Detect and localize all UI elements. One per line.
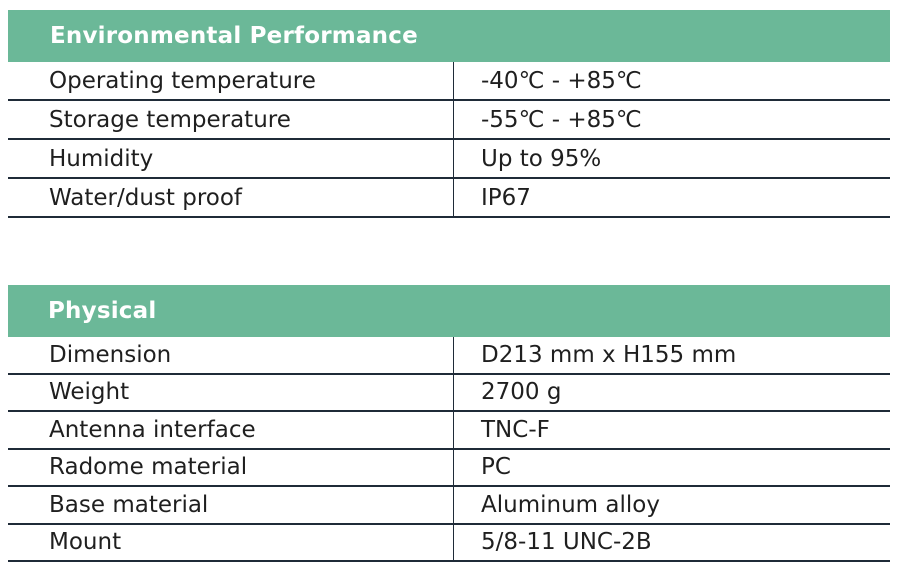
spec-value: 5/8-11 UNC-2B <box>481 529 652 556</box>
section-title: Environmental Performance <box>50 23 418 49</box>
table-header: Environmental Performance <box>8 10 890 62</box>
spec-value: -40℃ - +85℃ <box>481 67 642 94</box>
table-row: Antenna interface TNC-F <box>8 412 890 450</box>
table-row: Storage temperature -55℃ - +85℃ <box>8 101 890 140</box>
table-row: Humidity Up to 95% <box>8 140 890 179</box>
spec-label: Weight <box>8 374 454 410</box>
spec-label: Water/dust proof <box>8 179 454 216</box>
table-row: Base material Aluminum alloy <box>8 487 890 525</box>
table-row: Mount 5/8-11 UNC-2B <box>8 524 890 562</box>
spec-value: 2700 g <box>481 379 562 406</box>
spec-value: D213 mm x H155 mm <box>481 341 737 368</box>
table-row: Water/dust proof IP67 <box>8 179 890 218</box>
table-row: Weight 2700 g <box>8 374 890 412</box>
environmental-performance-table: Environmental Performance Operating temp… <box>8 10 890 218</box>
spec-label: Dimension <box>8 337 454 373</box>
spec-label: Mount <box>8 524 454 560</box>
spec-label: Operating temperature <box>8 62 454 99</box>
spec-label: Antenna interface <box>8 412 454 448</box>
table-row: Radome material PC <box>8 449 890 487</box>
physical-table: Physical Dimension D213 mm x H155 mm Wei… <box>8 285 890 562</box>
table-row: Dimension D213 mm x H155 mm <box>8 337 890 375</box>
spec-value: TNC-F <box>481 416 550 443</box>
spec-value: Aluminum alloy <box>481 491 660 518</box>
spec-value: Up to 95% <box>481 145 602 172</box>
spec-label: Base material <box>8 487 454 523</box>
spec-value: PC <box>481 454 511 481</box>
spec-label: Humidity <box>8 140 454 177</box>
section-title: Physical <box>48 298 157 324</box>
spec-value: -55℃ - +85℃ <box>481 106 642 133</box>
spec-label: Radome material <box>8 449 454 485</box>
spec-label: Storage temperature <box>8 101 454 138</box>
table-row: Operating temperature -40℃ - +85℃ <box>8 62 890 101</box>
spec-value: IP67 <box>481 184 531 211</box>
table-header: Physical <box>8 285 890 337</box>
